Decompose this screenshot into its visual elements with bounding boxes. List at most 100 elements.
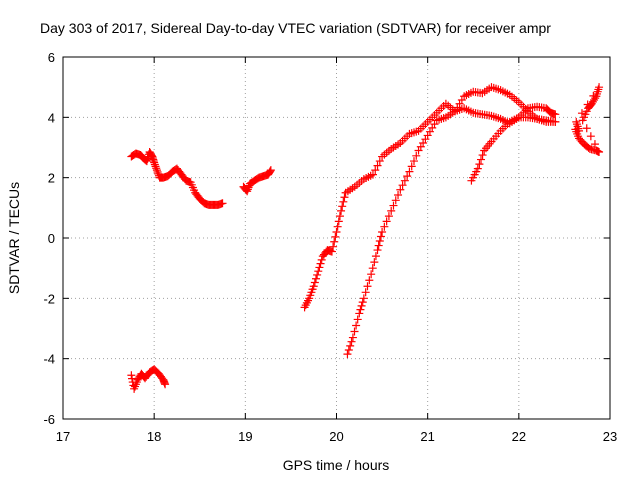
data-point-marker [327, 247, 336, 256]
data-point-marker [357, 301, 366, 310]
y-tick-label: -4 [43, 352, 55, 367]
data-point-marker [340, 193, 349, 202]
series-track-6 [467, 102, 560, 185]
data-point-marker [315, 263, 324, 272]
data-point-marker [375, 157, 384, 166]
data-point-marker [583, 100, 592, 109]
data-point-marker [476, 155, 485, 164]
data-point-marker [243, 187, 252, 196]
data-point-marker [352, 321, 361, 330]
series-track-2 [239, 166, 275, 196]
data-point-marker [375, 237, 384, 246]
axis-ticks: 17 18 19 20 21 22 23 -6 -4 -2 0 2 4 6 [43, 50, 617, 444]
data-point-marker [405, 167, 414, 176]
data-point-marker [367, 270, 376, 279]
data-point-marker [396, 185, 405, 194]
data-point-marker [335, 212, 344, 221]
data-point-marker [384, 212, 393, 221]
data-point-marker [387, 206, 396, 215]
data-point-marker [330, 237, 339, 246]
data-point-marker [595, 148, 604, 157]
data-points [127, 83, 604, 393]
data-point-marker [378, 227, 387, 236]
data-point-marker [398, 181, 407, 190]
data-point-marker [412, 151, 421, 160]
data-point-marker [346, 341, 355, 350]
data-point-marker [373, 161, 382, 170]
data-point-marker [316, 259, 325, 268]
data-point-marker [350, 327, 359, 336]
y-tick-label: 4 [48, 110, 55, 125]
data-point-marker [311, 274, 320, 283]
data-point-marker [243, 185, 252, 194]
data-point-marker [407, 162, 416, 171]
data-point-marker [551, 110, 560, 119]
y-axis-label: SDTVAR / TECUs [6, 182, 22, 294]
data-point-marker [329, 242, 338, 251]
data-point-marker [359, 294, 368, 303]
series-track-1 [127, 148, 227, 209]
data-point-marker [370, 258, 379, 267]
data-point-marker [582, 124, 591, 133]
y-tick-label: -6 [43, 412, 55, 427]
data-point-marker [380, 222, 389, 231]
data-point-marker [373, 246, 382, 255]
data-point-marker [266, 167, 275, 176]
data-point-marker [403, 172, 412, 181]
data-point-marker [363, 282, 372, 291]
data-point-marker [333, 222, 342, 231]
series-track-5 [343, 104, 560, 359]
data-point-marker [244, 183, 253, 192]
data-point-marker [317, 255, 326, 264]
data-point-marker [368, 170, 377, 179]
data-point-marker [365, 276, 374, 285]
data-point-marker [356, 305, 365, 314]
y-tick-label: 0 [48, 231, 55, 246]
data-point-marker [400, 176, 409, 185]
data-point-marker [151, 162, 160, 171]
series-track-3 [127, 365, 170, 393]
data-point-marker [343, 350, 352, 359]
chart-title: Day 303 of 2017, Sidereal Day-to-day VTE… [40, 20, 551, 36]
data-point-marker [337, 206, 346, 215]
series-track-4 [300, 83, 560, 312]
data-point-marker [332, 227, 341, 236]
data-point-marker [218, 199, 227, 208]
data-point-marker [152, 166, 161, 175]
y-tick-label: 6 [48, 50, 55, 65]
data-point-marker [575, 126, 584, 135]
data-point-marker [595, 83, 604, 92]
x-tick-label: 18 [147, 429, 161, 444]
data-point-marker [355, 309, 364, 318]
y-tick-label: 2 [48, 171, 55, 186]
data-point-marker [382, 217, 391, 226]
x-tick-label: 23 [603, 429, 617, 444]
data-point-marker [478, 151, 487, 160]
x-tick-label: 21 [420, 429, 434, 444]
data-point-marker [589, 91, 598, 100]
data-point-marker [371, 252, 380, 261]
data-point-marker [409, 157, 418, 166]
data-point-marker [391, 196, 400, 205]
data-point-marker [339, 197, 348, 206]
data-point-marker [347, 337, 356, 346]
data-point-marker [358, 298, 367, 307]
data-point-marker [374, 241, 383, 250]
data-point-marker [376, 232, 385, 241]
data-point-marker [371, 166, 380, 175]
data-point-marker [309, 282, 318, 291]
x-tick-label: 20 [329, 429, 343, 444]
data-point-marker [150, 158, 159, 167]
x-tick-label: 17 [56, 429, 70, 444]
x-axis-label: GPS time / hours [283, 457, 390, 473]
series-track-7 [571, 83, 604, 157]
data-point-marker [161, 380, 170, 389]
data-point-marker [314, 267, 323, 276]
data-point-marker [334, 217, 343, 226]
y-tick-label: -2 [43, 291, 55, 306]
data-point-marker [153, 168, 162, 177]
data-point-marker [266, 166, 275, 175]
data-point-marker [353, 315, 362, 324]
data-point-marker [344, 345, 353, 354]
